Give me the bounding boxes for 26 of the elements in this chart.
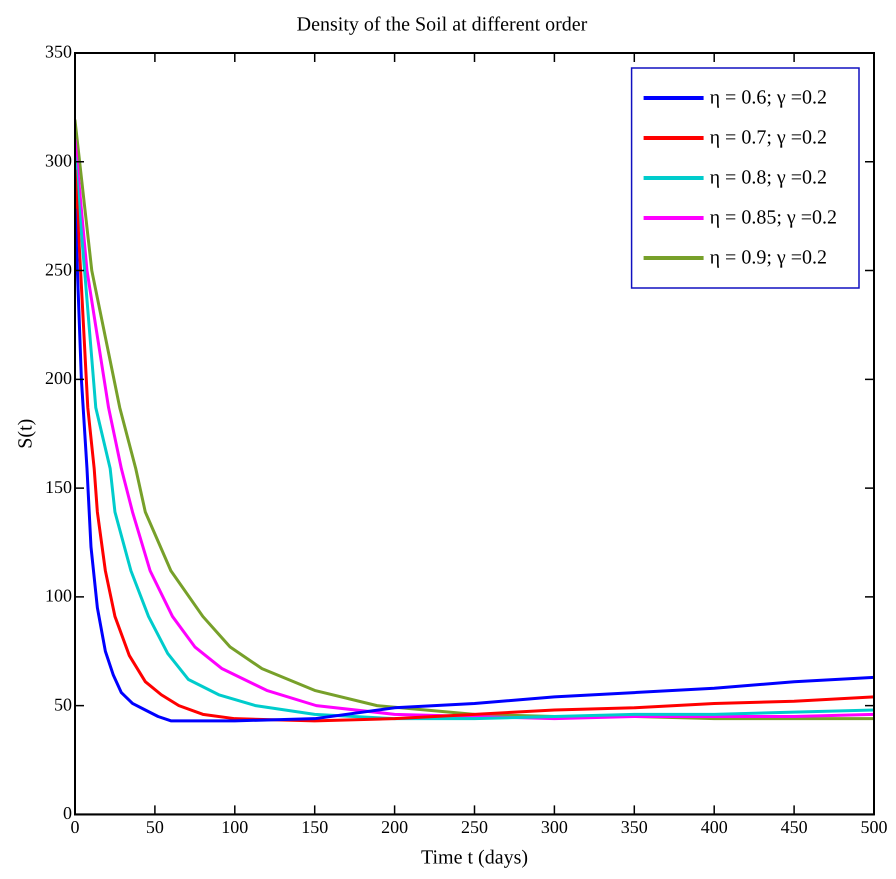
x-tick-label: 350 (620, 816, 648, 837)
y-tick-label: 100 (45, 586, 72, 606)
chart-title: Density of the Soil at different order (296, 13, 588, 36)
legend-label: η = 0.7; γ =0.2 (710, 126, 828, 148)
y-tick-label: 200 (45, 368, 72, 388)
x-tick-label: 50 (146, 816, 164, 837)
legend-label: η = 0.85; γ =0.2 (710, 206, 838, 228)
y-tick-label: 150 (45, 476, 72, 497)
x-tick-label: 400 (700, 816, 728, 837)
x-tick-label: 150 (301, 816, 328, 837)
x-tick-label: 100 (221, 816, 248, 837)
y-tick-label: 250 (45, 259, 72, 280)
y-tick-label: 350 (45, 42, 72, 62)
x-tick-label: 450 (780, 816, 808, 837)
y-tick-label: 50 (54, 694, 72, 714)
x-tick-label: 500 (860, 816, 888, 837)
legend-label: η = 0.9; γ =0.2 (710, 246, 828, 268)
x-tick-label: 200 (381, 816, 408, 837)
y-tick-label: 300 (45, 150, 72, 171)
y-axis-title: S(t) (14, 418, 36, 449)
legend-label: η = 0.8; γ =0.2 (710, 166, 828, 188)
y-tick-label: 0 (63, 803, 72, 824)
x-axis-title: Time t (days) (420, 846, 528, 868)
x-tick-label: 250 (461, 816, 488, 837)
x-tick-label: 300 (540, 816, 568, 837)
legend-label: η = 0.6; γ =0.2 (710, 86, 828, 108)
